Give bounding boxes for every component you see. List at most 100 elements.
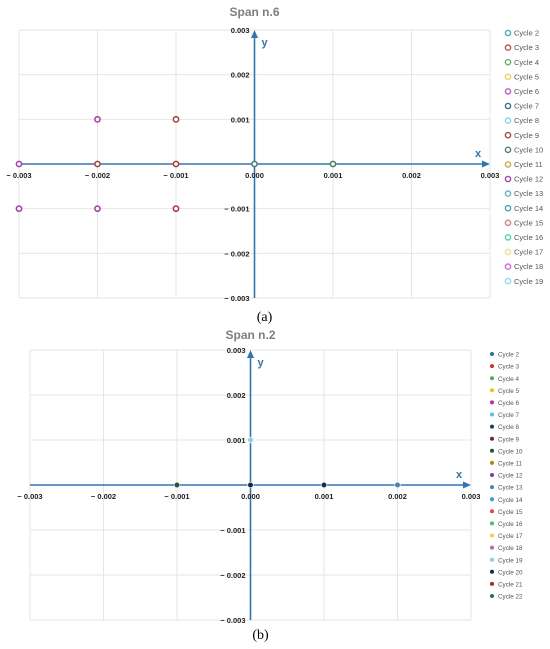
legend-label: Cycle 2 (514, 29, 539, 38)
legend-label: Cycle 7 (514, 102, 539, 111)
legend-marker (504, 131, 512, 139)
legend-marker (504, 117, 512, 124)
legend: Cycle 2 Cycle 3 Cycle 4 Cycle 5 Cycle 6 Cycle… (504, 29, 543, 286)
legend-label: Cycle 13 (514, 189, 543, 198)
legend-marker (504, 161, 512, 168)
legend-label: Cycle 5 (498, 388, 519, 395)
legend-marker (490, 424, 494, 429)
data-point (320, 481, 328, 489)
legend-marker (504, 263, 512, 270)
legend-label: Cycle 12 (514, 175, 543, 184)
data-point (94, 205, 101, 213)
legend-marker (490, 436, 494, 441)
legend-label: Cycle 7 (498, 412, 519, 419)
chart-title: Span n.2 (225, 328, 275, 342)
data-point (394, 481, 401, 489)
x-tick-label: 0.001 (315, 492, 334, 501)
legend-marker (490, 473, 494, 477)
data-point (329, 160, 337, 168)
y-tick-label: − 0.001 (224, 205, 249, 214)
y-tick-label: − 0.001 (220, 526, 245, 535)
legend-label: Cycle 19 (514, 277, 543, 286)
y-tick-label: − 0.003 (224, 294, 249, 303)
y-tick-label: − 0.002 (224, 249, 249, 258)
legend-marker (490, 594, 494, 598)
legend-label: Cycle 13 (498, 485, 523, 492)
x-tick-label: 0.001 (324, 171, 343, 180)
x-axis-arrow (482, 160, 490, 168)
data-point (251, 160, 258, 168)
y-tick-label: 0.001 (227, 436, 246, 445)
x-tick-label: − 0.003 (6, 171, 31, 180)
legend-marker (490, 485, 494, 490)
data-point (172, 115, 180, 123)
y-axis-arrow (247, 350, 254, 358)
legend-label: Cycle 17 (514, 248, 543, 257)
legend-label: Cycle 9 (514, 131, 539, 140)
y-tick-label: − 0.002 (220, 571, 245, 580)
legend-marker (504, 146, 512, 154)
legend-marker (504, 248, 512, 256)
data-point (247, 436, 254, 444)
legend-label: Cycle 16 (498, 521, 523, 528)
y-tick-label: 0.003 (227, 346, 246, 355)
legend-marker (504, 88, 512, 95)
x-tick-label: 0.002 (388, 492, 407, 501)
legend-marker (504, 190, 512, 197)
data-point (172, 160, 180, 168)
legend-marker (490, 400, 494, 405)
legend-label: Cycle 18 (498, 545, 523, 552)
y-tick-label: 0.002 (231, 71, 250, 80)
legend-label: Cycle 8 (514, 116, 539, 125)
legend-marker (490, 581, 494, 586)
legend-marker (490, 352, 494, 356)
legend-marker (490, 497, 494, 502)
legend-label: Cycle 19 (498, 557, 523, 564)
legend-label: Cycle 11 (498, 461, 523, 468)
legend-marker (490, 448, 494, 453)
x-tick-label: 0.000 (241, 492, 260, 501)
x-tick-label: − 0.003 (17, 492, 42, 501)
legend-label: Cycle 5 (514, 72, 539, 81)
x-axis-label: x (475, 148, 482, 160)
y-tick-label: 0.003 (231, 26, 250, 35)
y-axis-label: y (258, 357, 265, 369)
legend-label: Cycle 4 (498, 376, 519, 383)
data-point (15, 205, 23, 213)
legend-marker (504, 234, 512, 241)
data-point (15, 160, 23, 168)
data-point (94, 160, 101, 168)
data-point (94, 115, 101, 123)
legend: Cycle 2 Cycle 3 Cycle 4 Cycle 5 Cycle 6 Cycle… (490, 352, 523, 601)
legend-marker (504, 73, 512, 81)
legend-marker (490, 545, 494, 550)
legend-marker (504, 204, 512, 212)
data-point (172, 205, 180, 213)
legend-marker (504, 175, 512, 183)
legend-marker (504, 219, 512, 227)
x-tick-label: 0.002 (402, 171, 421, 180)
legend-marker (490, 460, 494, 465)
x-tick-label: − 0.001 (164, 492, 189, 501)
chart-a: x y − 0.003 − 0.002 − 0.001 0.000 0.001 0.002 0.… (6, 5, 543, 325)
legend-marker (490, 376, 494, 381)
legend-marker (504, 277, 512, 285)
x-tick-label: − 0.001 (163, 171, 188, 180)
legend-label: Cycle 3 (498, 364, 519, 371)
legend-label: Cycle 22 (498, 594, 523, 601)
x-tick-label: − 0.002 (85, 171, 110, 180)
chart-b: x y − 0.003 − 0.002 − 0.001 0.000 0.001 0.002 0.… (17, 328, 523, 643)
legend-label: Cycle 20 (498, 569, 523, 576)
x-tick-label: 0.003 (462, 492, 481, 501)
legend-label: Cycle 14 (498, 497, 523, 504)
x-tick-label: 0.000 (245, 171, 264, 180)
legend-label: Cycle 12 (498, 473, 523, 480)
legend-marker (504, 29, 512, 37)
legend-marker (490, 364, 494, 369)
legend-marker (490, 569, 494, 574)
legend-label: Cycle 11 (514, 160, 543, 169)
legend-marker (504, 58, 512, 66)
legend-label: Cycle 14 (514, 204, 543, 213)
figure-caption: (a) (257, 310, 273, 325)
